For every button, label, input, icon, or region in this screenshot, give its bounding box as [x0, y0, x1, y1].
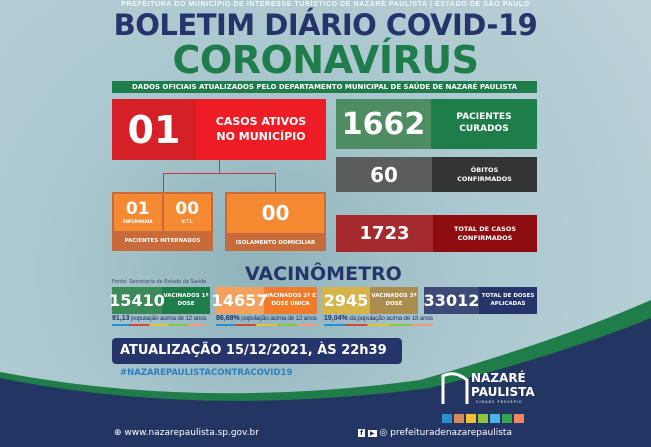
deaths-box: 60 ÓBITOS CONFIRMADOS — [336, 157, 537, 192]
vaccine-title: VACINÔMETRO — [245, 263, 402, 285]
dose3-label: VACINADOS 3ª DOSE — [371, 292, 417, 307]
isolation-value: 00 — [227, 194, 324, 233]
dose1-label: VACINADOS 1ª DOSE — [163, 292, 209, 307]
logo-tagline: CIDADE PRESÉPIO — [476, 400, 523, 404]
social-handle[interactable]: f ▶ ◎ prefeituradenazarepaulista — [358, 428, 512, 438]
facebook-icon: f — [358, 429, 366, 437]
update-banner: ATUALIZAÇÃO 15/12/2021, ÀS 22h39 — [112, 338, 402, 364]
dose2-value: 14657 — [212, 287, 267, 314]
dose3-coverage: 19,04% da população acima de 18 anos — [324, 314, 433, 326]
dose2-coverage: 86,68% população acima de 12 anos — [216, 314, 317, 326]
top-line: PREFEITURA DO MUNICÍPIO DE INTERESSE TUR… — [121, 1, 530, 8]
active-cases-label: CASOS ATIVOS NO MUNICÍPIO — [215, 115, 307, 143]
deaths-label: ÓBITOS CONFIRMADOS — [457, 166, 512, 183]
deaths-value: 60 — [336, 157, 432, 192]
isolation-box: 00 ISOLAMENTO DOMICILIAR — [225, 192, 326, 251]
website-link[interactable]: ⊕ www.nazarepaulista.sp.gov.br — [114, 428, 259, 438]
isolation-label: ISOLAMENTO DOMICILIAR — [235, 240, 316, 246]
vaccine-dose1-box: 15410 VACINADOS 1ª DOSE — [109, 287, 210, 314]
city-logo: NAZARÉ PAULISTA CIDADE PRESÉPIO — [440, 372, 536, 426]
active-cases-value: 01 — [112, 99, 196, 160]
total-doses-label: TOTAL DE DOSES APLICADAS — [481, 292, 535, 307]
hospital-label: PACIENTES INTERNADOS — [124, 238, 201, 244]
youtube-icon: ▶ — [367, 430, 377, 437]
recovered-value: 1662 — [336, 99, 431, 149]
logo-line2: PAULISTA — [471, 385, 535, 399]
recovered-label: PACIENTES CURADOS — [456, 112, 512, 134]
dose1-value: 15410 — [109, 287, 165, 314]
logo-line1: NAZARÉ — [471, 371, 526, 385]
globe-icon: ⊕ — [114, 428, 122, 438]
dose3-value: 2945 — [322, 287, 370, 314]
vaccine-dose3-box: 2945 VACINADOS 3ª DOSE — [322, 287, 418, 314]
recovered-box: 1662 PACIENTES CURADOS — [336, 99, 537, 149]
page-title: BOLETIM DIÁRIO COVID-19 — [113, 8, 538, 42]
uti-label: U.T.I. — [181, 219, 193, 224]
vaccine-total-box: 33012 TOTAL DE DOSES APLICADAS — [424, 287, 537, 314]
total-doses-value: 33012 — [424, 287, 479, 314]
hashtag: #NAZAREPAULISTACONTRACOVID19 — [120, 368, 293, 378]
active-cases-box: 01 CASOS ATIVOS NO MUNICÍPIO — [112, 99, 326, 160]
vaccine-dose2-box: 14657 VACINADOS 2ª E DOSE ÚNICA — [212, 287, 317, 314]
hospital-box: 01 ENFERMARIA 00 U.T.I. PACIENTES INTERNAD… — [112, 192, 213, 251]
uti-value: 00 — [175, 199, 200, 219]
total-cases-label: TOTAL DE CASOS CONFIRMADOS — [453, 225, 517, 242]
total-cases-value: 1723 — [336, 215, 433, 252]
logo-icons — [442, 414, 524, 423]
logo-n-icon — [441, 372, 469, 404]
info-strip: DADOS OFICIAIS ATUALIZADOS PELO DEPARTAM… — [112, 81, 537, 93]
vaccine-source: Fonte: Secretaria de Estado da Saúde — [112, 279, 207, 285]
total-cases-box: 1723 TOTAL DE CASOS CONFIRMADOS — [336, 215, 537, 252]
dose1-coverage: 91,13 população acima de 12 anos — [112, 314, 207, 326]
dose2-label: VACINADOS 2ª E DOSE ÚNICA — [265, 292, 316, 307]
instagram-icon: ◎ — [379, 428, 388, 438]
page-subtitle: CORONAVÍRUS — [172, 38, 479, 82]
enfermaria-value: 01 — [125, 199, 150, 219]
enfermaria-label: ENFERMARIA — [123, 219, 153, 224]
